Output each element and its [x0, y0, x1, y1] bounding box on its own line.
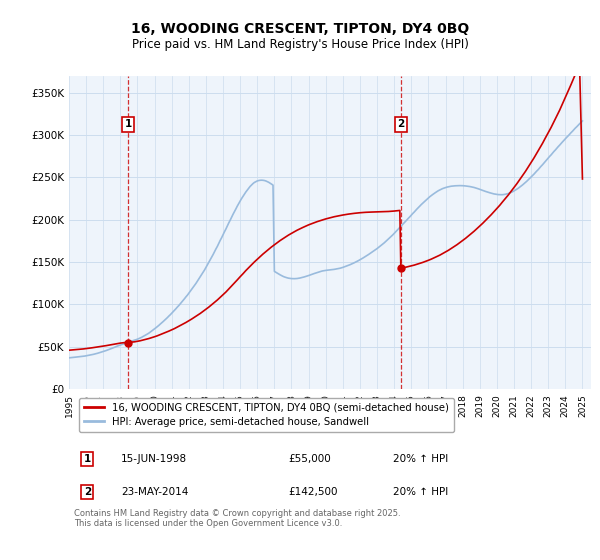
Text: 20% ↑ HPI: 20% ↑ HPI	[392, 487, 448, 497]
Text: £55,000: £55,000	[288, 454, 331, 464]
Text: 1: 1	[83, 454, 91, 464]
Text: 16, WOODING CRESCENT, TIPTON, DY4 0BQ: 16, WOODING CRESCENT, TIPTON, DY4 0BQ	[131, 22, 469, 36]
Text: 20% ↑ HPI: 20% ↑ HPI	[392, 454, 448, 464]
Text: 2: 2	[83, 487, 91, 497]
Text: Price paid vs. HM Land Registry's House Price Index (HPI): Price paid vs. HM Land Registry's House …	[131, 38, 469, 50]
Text: 15-JUN-1998: 15-JUN-1998	[121, 454, 187, 464]
Text: £142,500: £142,500	[288, 487, 338, 497]
Text: 2: 2	[397, 119, 404, 129]
Text: Contains HM Land Registry data © Crown copyright and database right 2025.
This d: Contains HM Land Registry data © Crown c…	[74, 509, 401, 528]
Legend: 16, WOODING CRESCENT, TIPTON, DY4 0BQ (semi-detached house), HPI: Average price,: 16, WOODING CRESCENT, TIPTON, DY4 0BQ (s…	[79, 398, 454, 432]
Text: 1: 1	[124, 119, 131, 129]
Text: 23-MAY-2014: 23-MAY-2014	[121, 487, 188, 497]
